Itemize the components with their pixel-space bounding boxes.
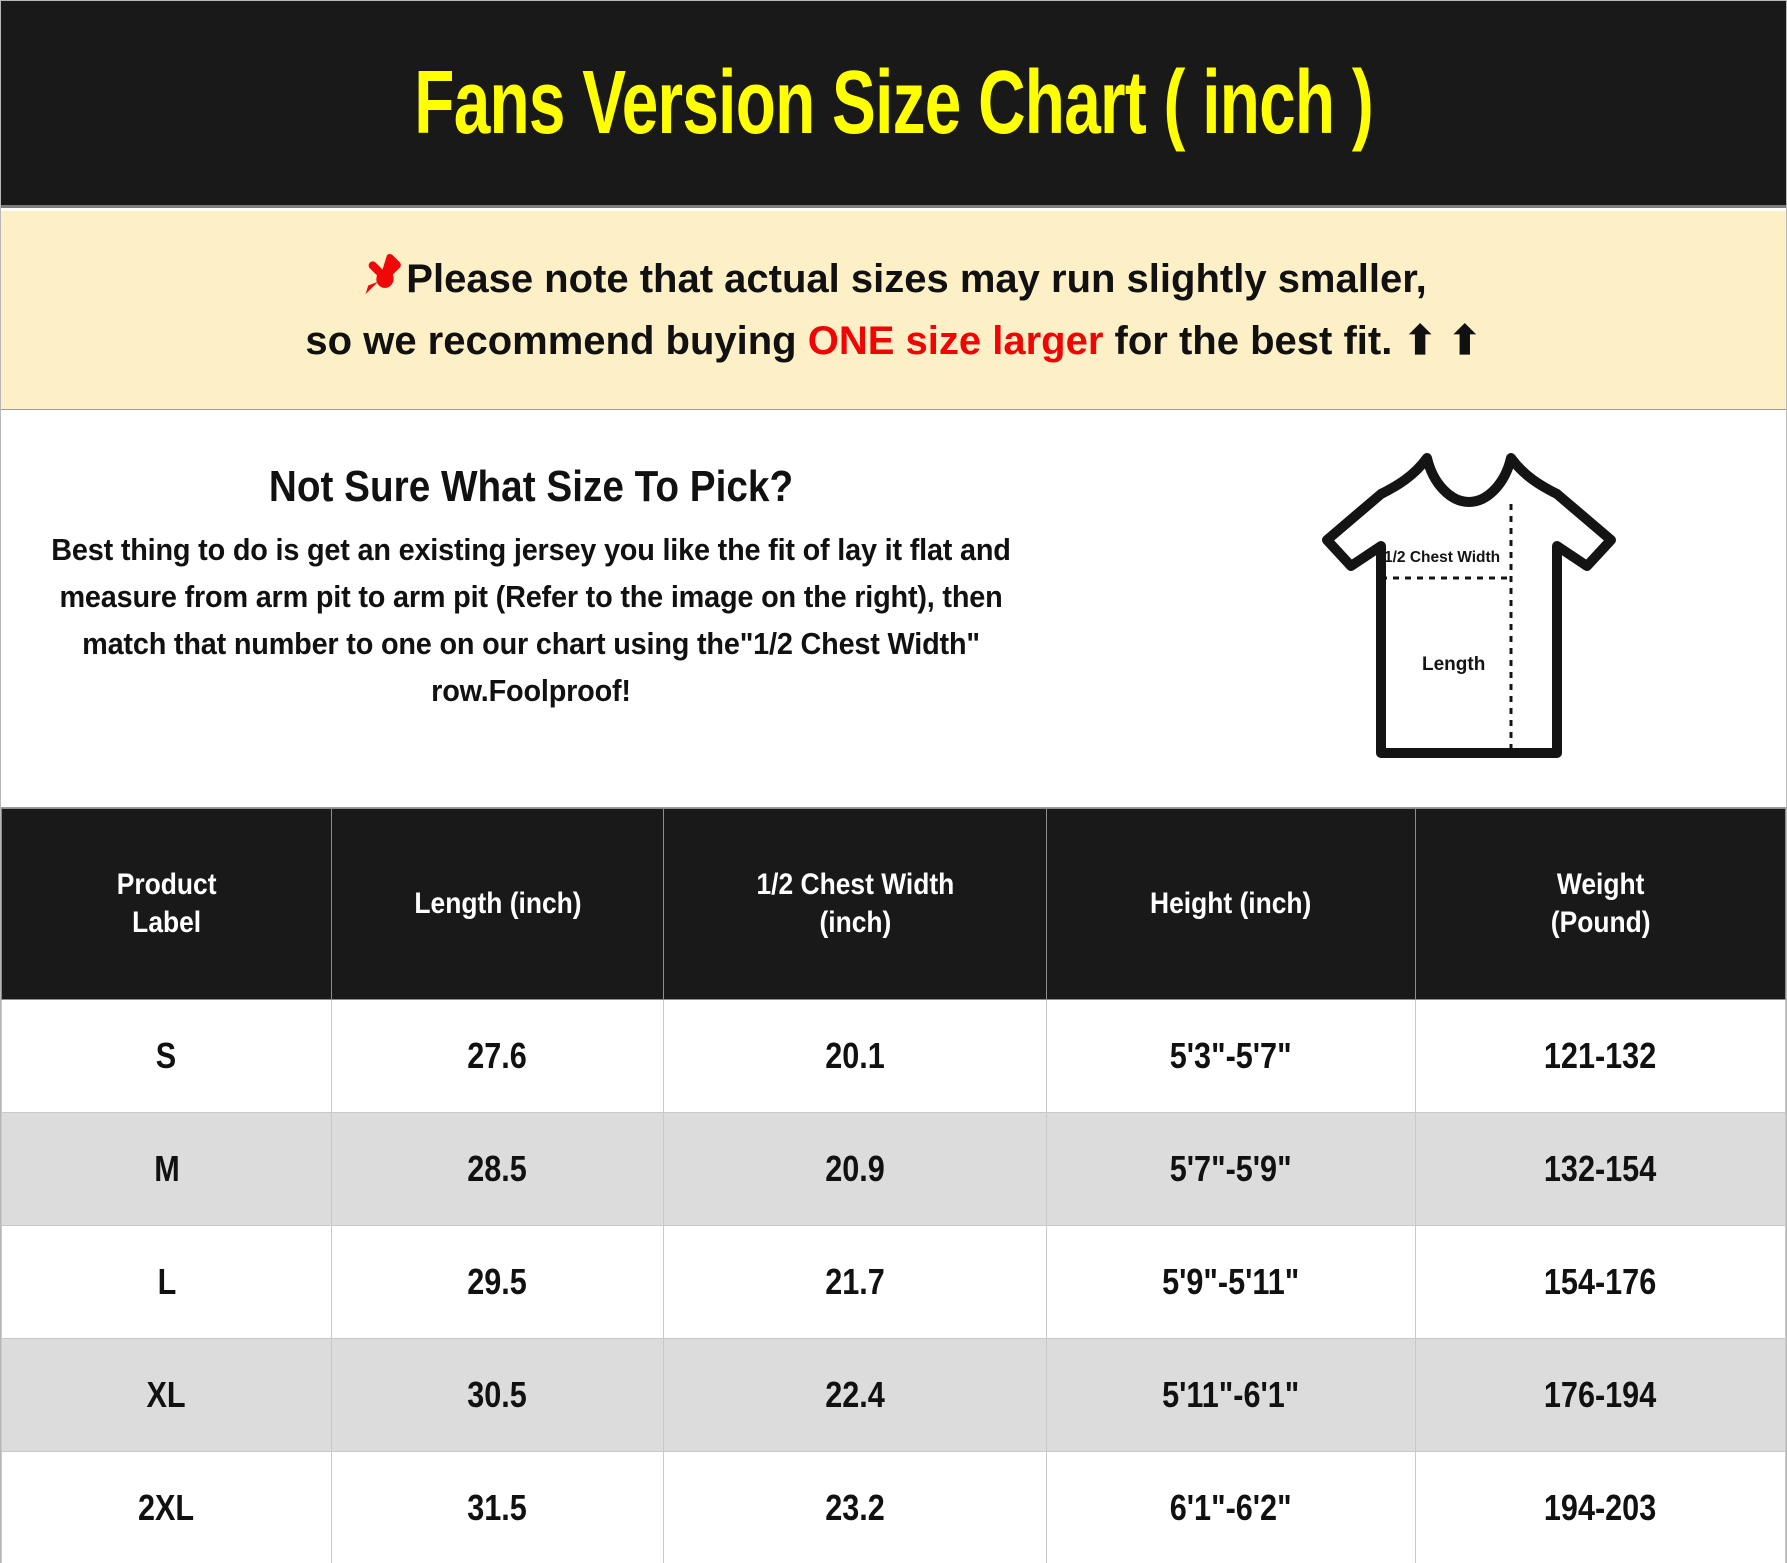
svg-text:Length: Length — [1422, 654, 1485, 675]
svg-text:1/2 Chest Width: 1/2 Chest Width — [1384, 549, 1500, 566]
